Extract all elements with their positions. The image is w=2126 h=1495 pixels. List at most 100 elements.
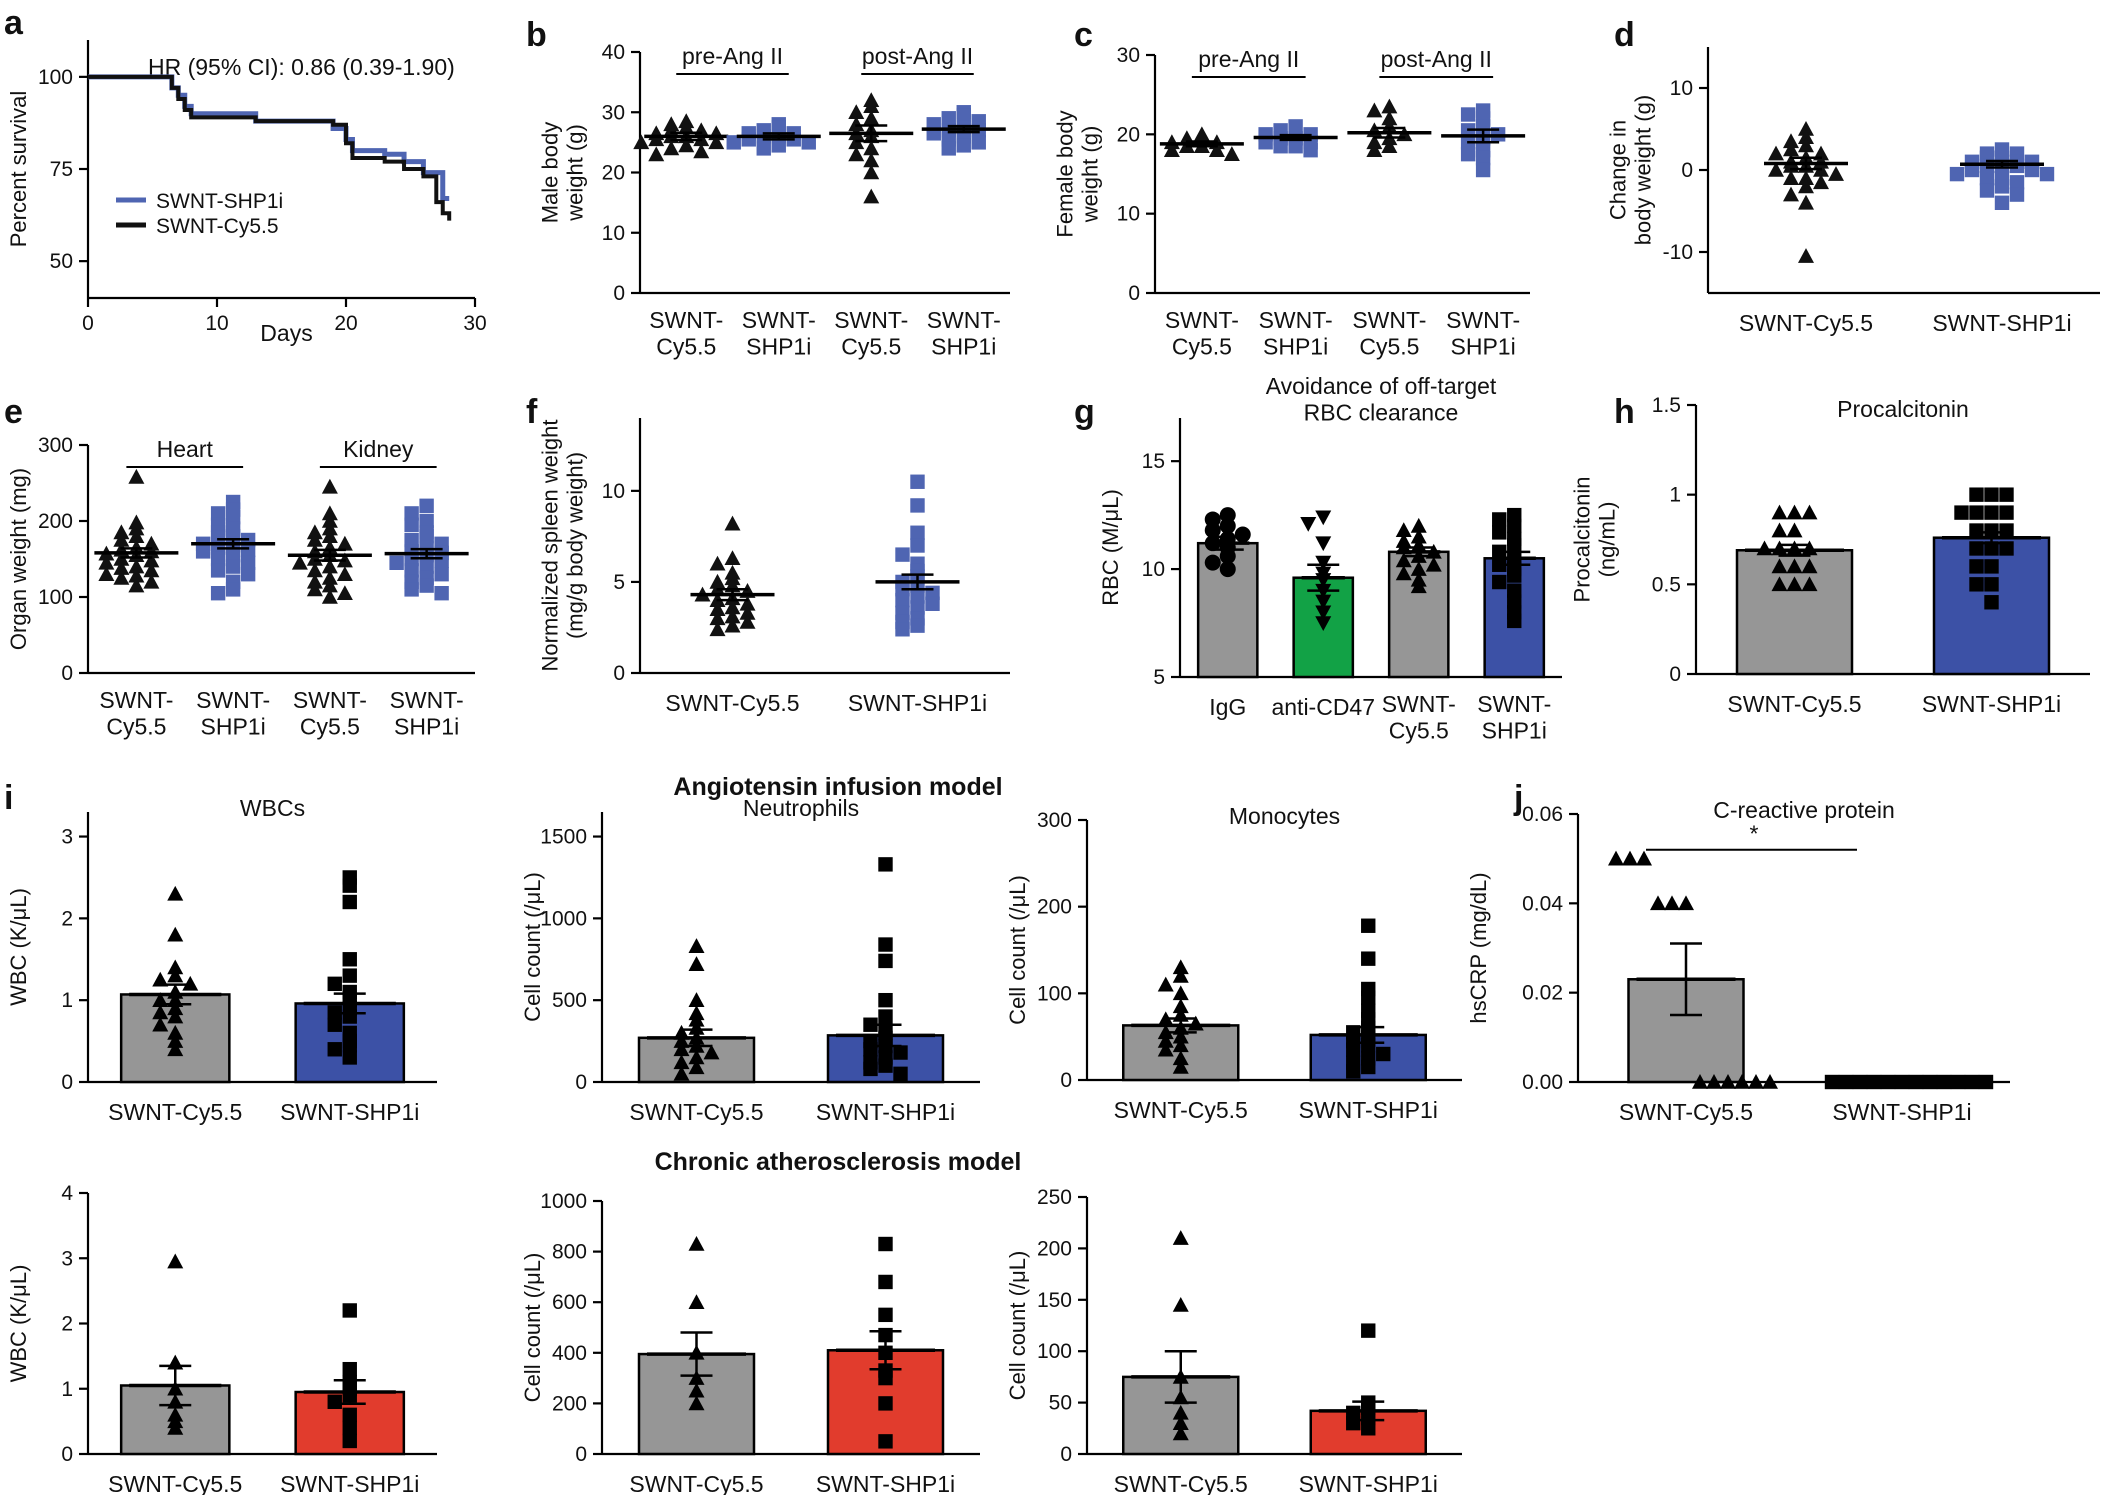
data-point <box>1172 1425 1189 1441</box>
data-point <box>863 1061 878 1077</box>
data-point <box>1798 137 1814 153</box>
y-tick-label: 1 <box>61 989 73 1012</box>
hazard-ratio-annotation: HR (95% CI): 0.86 (0.39-1.90) <box>148 54 455 80</box>
data-point <box>688 1370 705 1385</box>
y-axis-label-line: Change in <box>1605 120 1630 220</box>
data-point <box>1978 1074 1994 1090</box>
data-point <box>688 1020 705 1035</box>
data-point <box>688 1011 705 1027</box>
category-label: SWNT-Cy5.5 <box>1619 1099 1753 1125</box>
data-point <box>678 119 695 135</box>
data-point <box>306 562 323 578</box>
data-point <box>1346 1042 1361 1057</box>
y-tick-label: 3 <box>61 1247 73 1270</box>
data-point <box>2039 166 2055 182</box>
data-point <box>1172 998 1189 1014</box>
data-point <box>2009 187 2025 202</box>
category-label: IgG <box>1209 694 1246 720</box>
y-axis-label: Organ weight (mg) <box>6 468 31 650</box>
y-tick-label: 30 <box>1117 44 1140 67</box>
category-label-line: Cy5.5 <box>1359 333 1419 359</box>
data-point <box>693 143 710 159</box>
y-tick-label: 250 <box>1037 1186 1072 1209</box>
data-point <box>1381 110 1398 126</box>
data-point <box>1622 850 1638 866</box>
y-axis-label: Male bodyweight (g) <box>537 122 587 224</box>
data-point <box>1410 578 1427 594</box>
data-point <box>709 555 726 571</box>
data-point <box>225 510 241 525</box>
data-point <box>801 135 816 150</box>
y-tick-label: 20 <box>1117 123 1140 146</box>
data-point <box>1223 146 1240 161</box>
data-point <box>878 1009 893 1024</box>
group-label: Heart <box>157 436 214 462</box>
data-point <box>1801 576 1818 592</box>
data-point <box>1984 595 1999 610</box>
data-point <box>342 1361 357 1377</box>
data-point <box>941 141 956 156</box>
data-point <box>1410 528 1427 544</box>
data-point <box>321 478 338 494</box>
data-point <box>724 608 741 624</box>
data-point <box>1954 505 1969 520</box>
data-point <box>336 585 353 600</box>
category-label-line: SWNT- <box>1382 691 1456 717</box>
data-point <box>1157 1041 1174 1057</box>
data-point <box>210 506 226 521</box>
data-point <box>240 567 256 582</box>
y-tick-label: 5 <box>613 571 625 594</box>
data-point <box>1300 516 1317 532</box>
data-point <box>1969 577 1984 592</box>
category-label-line: SWNT- <box>1446 307 1520 333</box>
y-axis-label: Change inbody weight (g) <box>1605 95 1655 245</box>
chart-title: Neutrophils <box>743 795 859 821</box>
chart-title: C-reactive protein <box>1713 797 1895 823</box>
data-point <box>1783 141 1799 157</box>
data-point <box>1771 540 1788 556</box>
data-point <box>1172 968 1189 983</box>
data-point <box>1366 102 1383 118</box>
data-point <box>878 1307 893 1323</box>
data-point <box>1410 561 1427 576</box>
data-point <box>1460 146 1476 162</box>
data-point <box>225 559 241 574</box>
data-point <box>1507 518 1522 534</box>
data-point <box>1315 510 1332 526</box>
data-point <box>336 535 353 551</box>
data-point <box>327 976 342 992</box>
data-point <box>167 1000 184 1016</box>
chart-j: j 0.00 0.02 0.04 0.06 hsCRP (mg/dL) C-reactive… <box>1466 779 2010 1125</box>
chart-d: d -10 0 10 Change inbody weight (g) SWNT-Cy5.… <box>1605 16 2100 336</box>
data-point <box>342 1050 357 1065</box>
y-axis-label-line: weight (g) <box>563 124 588 222</box>
data-point <box>167 1008 184 1024</box>
chart-title: WBCs <box>240 795 305 821</box>
chart-k1: 0 1 2 3 4 WBC (K/μL) SWNT-Cy5.5 SWNT-SHP1i <box>6 1182 437 1495</box>
category-label: SWNT-Cy5.5 <box>649 307 723 359</box>
data-point <box>673 1054 690 1070</box>
data-point <box>342 968 357 983</box>
category-label: SWNT-SHP1i <box>742 307 816 359</box>
category-label-line: Cy5.5 <box>841 333 901 359</box>
data-point <box>1984 577 1999 592</box>
data-point <box>98 566 115 581</box>
y-tick-label: 400 <box>552 1342 587 1365</box>
data-point <box>113 570 130 585</box>
data-point <box>321 570 338 585</box>
chart-i1: i 0 1 2 3 WBC (K/μL) WBCs SWNT-Cy5.5 SWNT-SHP1i <box>4 779 437 1125</box>
category-label: SWNT-Cy5.5 <box>1352 307 1426 359</box>
data-point <box>321 520 338 536</box>
data-point <box>1492 574 1507 590</box>
category-label-line: SWNT- <box>1477 691 1551 717</box>
chart-title-line: RBC clearance <box>1304 399 1459 425</box>
data-point <box>1460 107 1476 122</box>
category-label: SWNT-SHP1i <box>196 687 270 739</box>
category-label-line: SHP1i <box>931 333 996 359</box>
y-axis-label-line: Normalized spleen weight <box>537 420 562 672</box>
data-point <box>128 468 145 484</box>
chart-k3: 0 50 100 150 200 250 Cell count (/μL) SWNT-Cy5.… <box>1005 1186 1462 1495</box>
data-point <box>434 567 449 582</box>
